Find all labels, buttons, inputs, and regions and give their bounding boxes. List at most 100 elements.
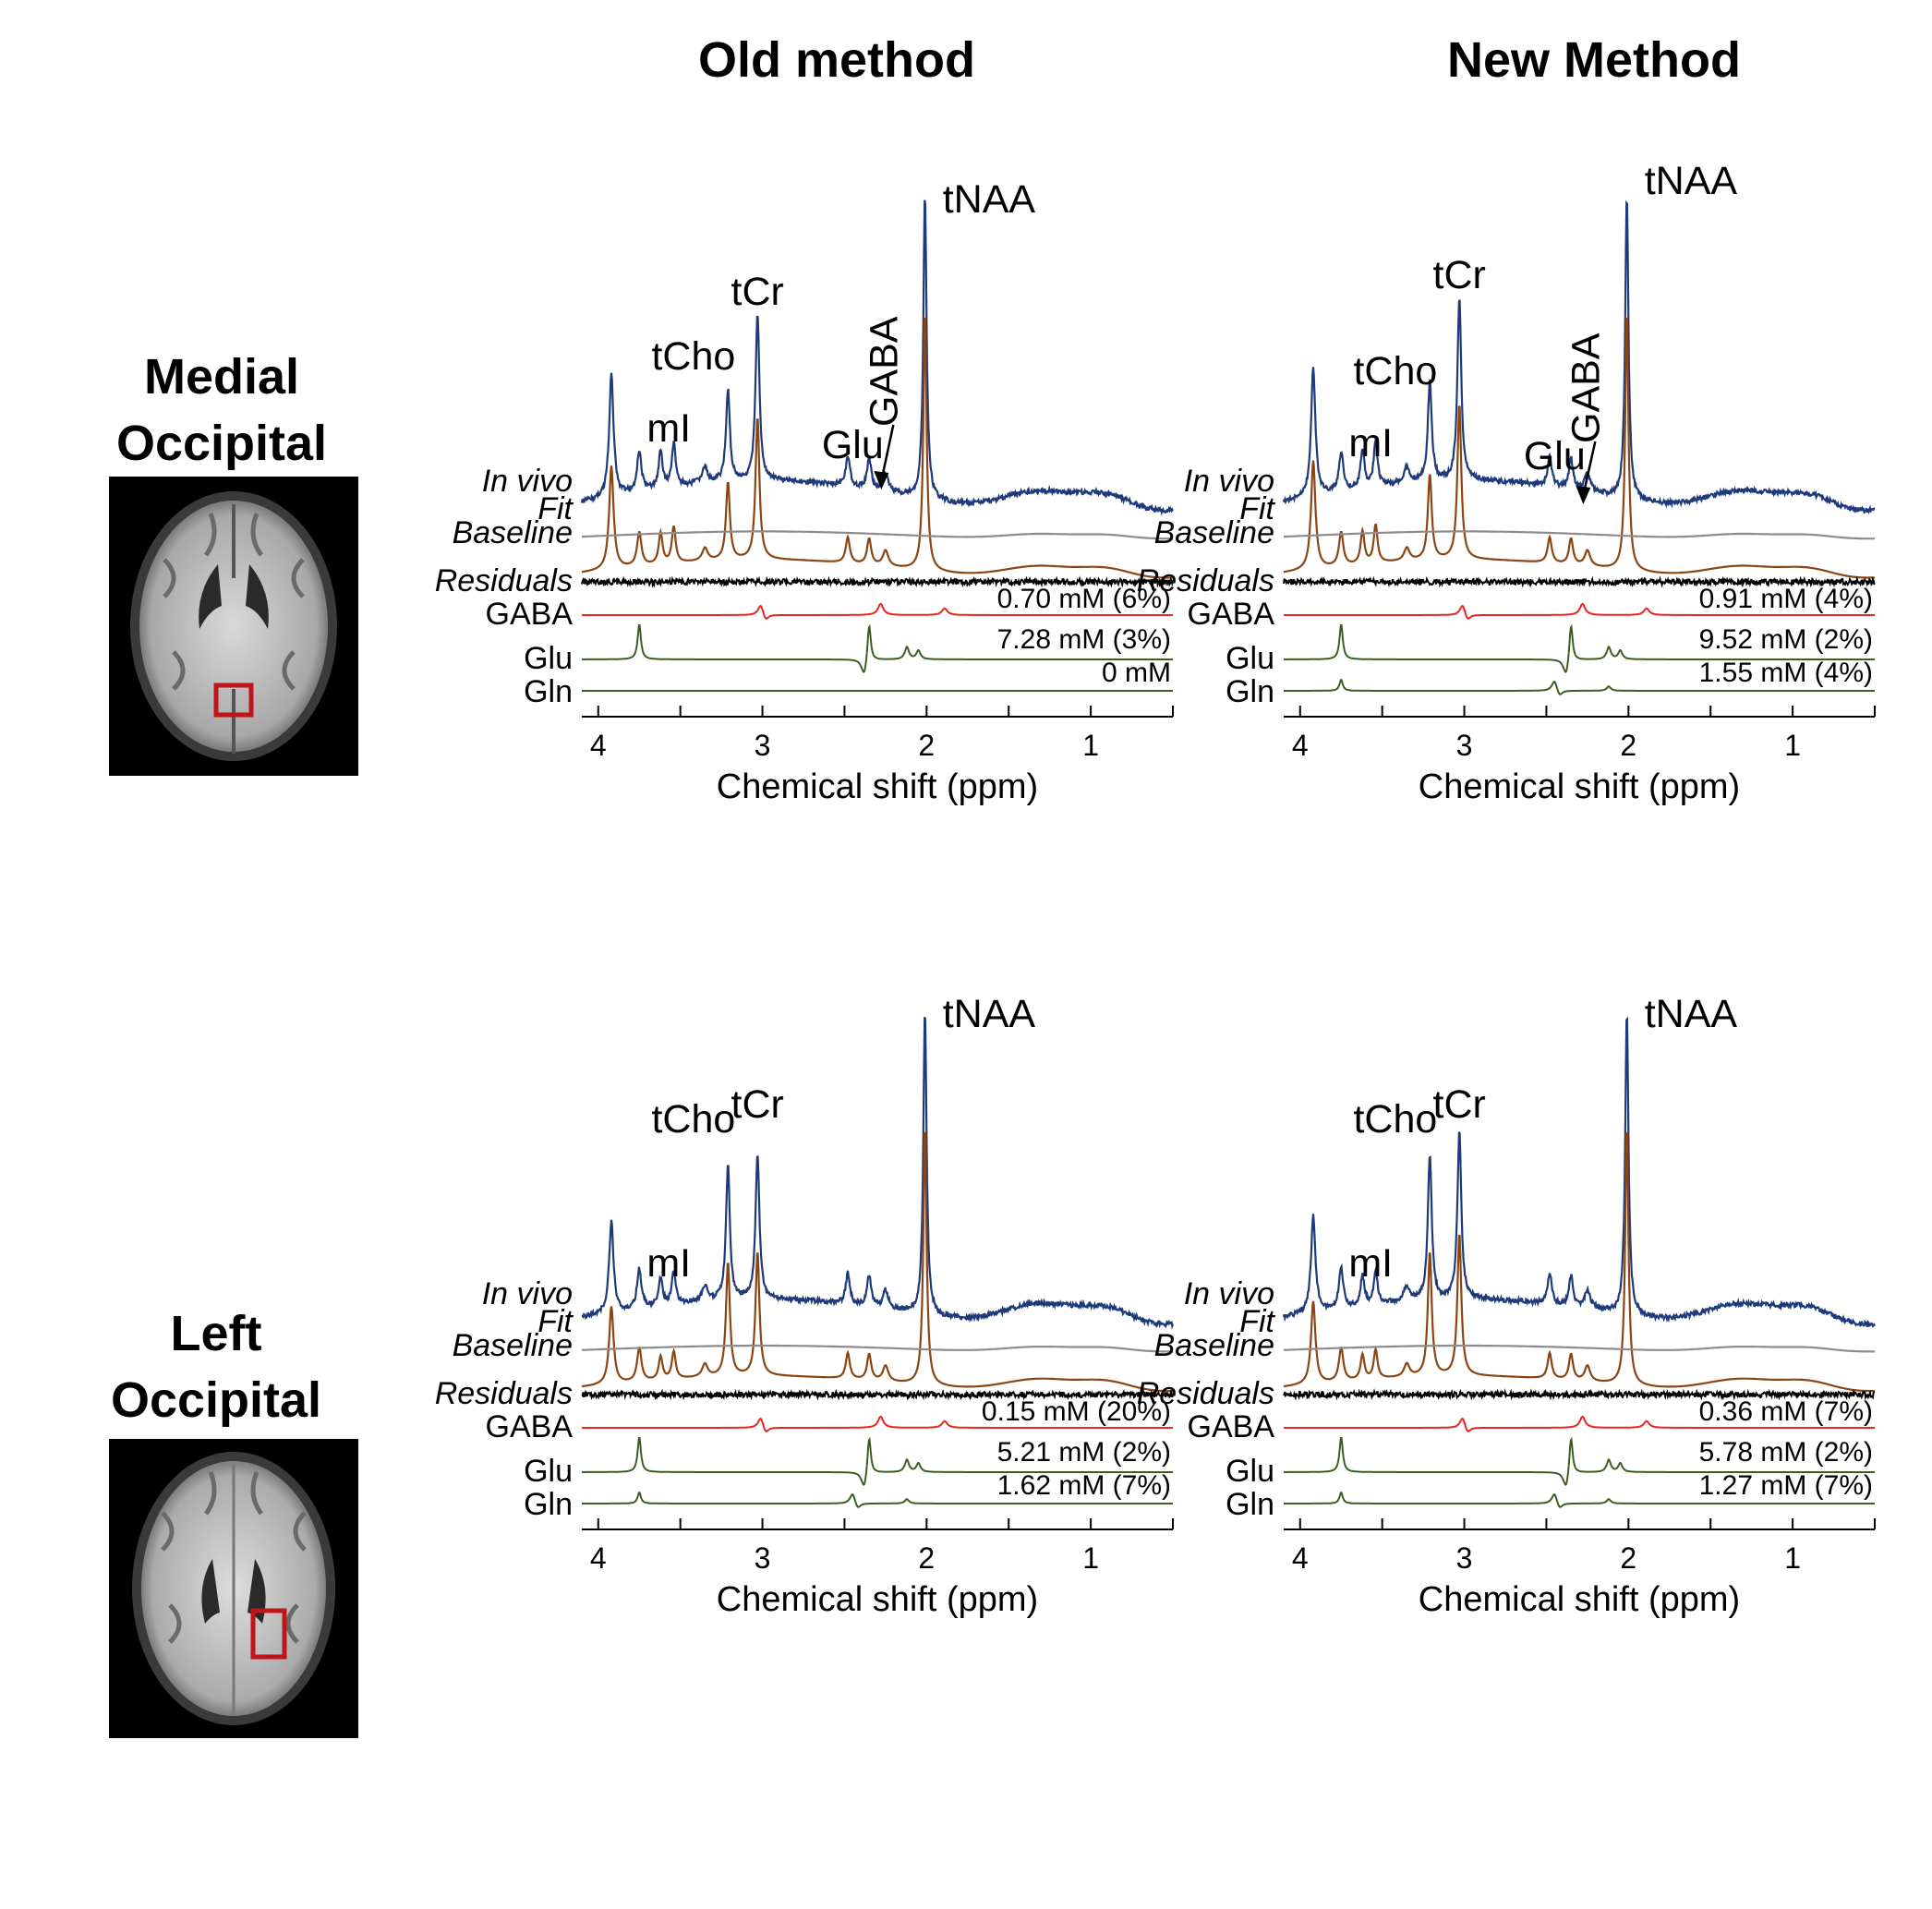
- peak-label-mi: mI: [646, 1241, 691, 1286]
- residuals-trace: [1283, 1388, 1876, 1401]
- region-left-line1: Left: [170, 1306, 262, 1361]
- spectrum-panel-medial-new: In vivoFitBaselineResidualsGABAGluGln0.9…: [1137, 159, 1876, 806]
- row-label-fit: Fit: [1239, 491, 1275, 526]
- concentration-glu: 5.21 mM (2%): [997, 1437, 1171, 1468]
- fit-trace: [1283, 317, 1876, 579]
- region-medial-line1: Medial: [143, 349, 300, 405]
- gaba-arrow-line: [1583, 441, 1597, 492]
- row-label-gln: Gln: [524, 674, 573, 709]
- peak-label-glu: Glu: [1524, 434, 1586, 478]
- concentration-gaba: 0.91 mM (4%): [1699, 584, 1873, 614]
- x-tick-label: 2: [918, 729, 935, 762]
- x-tick-label: 3: [755, 729, 771, 762]
- x-tick-label: 4: [1292, 729, 1309, 762]
- region-left-line2: Occipital: [110, 1372, 322, 1428]
- row-label-residuals: Residuals: [1137, 563, 1274, 598]
- glu-trace: [582, 1436, 1173, 1486]
- row-label-invivo: In vivo: [482, 1276, 573, 1311]
- row-label-gaba: GABA: [1188, 1409, 1275, 1444]
- peak-label-tcr: tCr: [1433, 1082, 1486, 1127]
- gaba-arrow-line: [881, 424, 895, 477]
- x-tick-label: 4: [1292, 1541, 1309, 1575]
- gaba-arrow-head: [1576, 486, 1591, 504]
- row-label-residuals: Residuals: [435, 1376, 573, 1411]
- invivo-trace: [1282, 1016, 1876, 1328]
- peak-label-mi: mI: [1348, 1241, 1393, 1286]
- x-tick-label: 2: [1620, 1541, 1636, 1575]
- row-label-residuals: Residuals: [1137, 1376, 1274, 1411]
- x-axis-label: Chemical shift (ppm): [1419, 767, 1740, 806]
- row-label-residuals: Residuals: [435, 563, 573, 598]
- concentration-gaba: 0.70 mM (6%): [997, 584, 1171, 614]
- x-tick-label: 1: [1784, 729, 1801, 762]
- concentration-glu: 7.28 mM (3%): [997, 624, 1171, 655]
- concentration-glu: 9.52 mM (2%): [1699, 624, 1873, 655]
- peak-label-tnaa: tNAA: [1645, 159, 1738, 203]
- row-label-gaba: GABA: [486, 1409, 574, 1444]
- row-label-invivo: In vivo: [1184, 464, 1274, 499]
- row-label-glu: Glu: [1226, 641, 1274, 676]
- concentration-gln: 1.27 mM (7%): [1699, 1470, 1873, 1501]
- row-label-fit: Fit: [1239, 1304, 1275, 1339]
- brain-mri-medial: [109, 477, 358, 776]
- roi-box-left: [250, 1608, 287, 1660]
- invivo-trace: [581, 1017, 1175, 1330]
- concentration-gln: 1.55 mM (4%): [1699, 658, 1873, 688]
- gln-trace: [1284, 1492, 1875, 1508]
- row-label-gaba: GABA: [1188, 597, 1275, 632]
- x-tick-label: 4: [590, 1541, 607, 1575]
- concentration-gaba: 0.36 mM (7%): [1699, 1396, 1873, 1427]
- fit-trace: [581, 1131, 1173, 1393]
- peak-label-tcr: tCr: [1433, 253, 1486, 297]
- residuals-trace: [581, 575, 1174, 588]
- concentration-gln: 1.62 mM (7%): [997, 1470, 1171, 1501]
- row-label-gln: Gln: [524, 1487, 573, 1522]
- x-axis-label: Chemical shift (ppm): [717, 767, 1038, 806]
- peak-label-tcho: tCho: [651, 1097, 735, 1142]
- baseline-trace: [1284, 530, 1875, 540]
- x-tick-label: 2: [918, 1541, 935, 1575]
- concentration-gaba: 0.15 mM (20%): [982, 1396, 1171, 1427]
- row-label-baseline: Baseline: [453, 515, 573, 550]
- x-axis-label: Chemical shift (ppm): [717, 1580, 1038, 1619]
- row-label-baseline: Baseline: [1154, 515, 1274, 550]
- gaba-trace: [582, 602, 1173, 620]
- peak-label-tnaa: tNAA: [1645, 992, 1738, 1036]
- x-tick-label: 3: [755, 1541, 771, 1575]
- invivo-trace: [580, 199, 1174, 516]
- peak-label-glu: Glu: [822, 423, 884, 467]
- x-tick-label: 1: [1082, 729, 1099, 762]
- gaba-arrow-head: [874, 471, 889, 489]
- region-medial-line2: Occipital: [115, 416, 328, 471]
- peak-label-tnaa: tNAA: [943, 992, 1036, 1036]
- peak-label-gaba: GABA: [1564, 332, 1608, 443]
- glu-trace: [582, 623, 1173, 673]
- gln-trace: [582, 1492, 1173, 1508]
- peak-label-tcr: tCr: [731, 1082, 784, 1127]
- baseline-trace: [1283, 1344, 1875, 1353]
- peak-label-tcho: tCho: [1353, 1097, 1437, 1142]
- row-label-invivo: In vivo: [482, 464, 573, 499]
- baseline-trace: [581, 1344, 1173, 1353]
- row-label-glu: Glu: [1226, 1454, 1274, 1489]
- x-tick-label: 3: [1456, 729, 1473, 762]
- region-label-left: Left Occipital: [59, 1300, 373, 1433]
- title-new-method: New Method: [1447, 32, 1741, 88]
- row-label-fit: Fit: [537, 491, 574, 526]
- gln-trace: [1284, 679, 1875, 695]
- peak-label-tnaa: tNAA: [943, 177, 1036, 222]
- baseline-trace: [582, 530, 1173, 540]
- peak-label-mi: mI: [646, 406, 691, 451]
- peak-label-tcho: tCho: [651, 334, 735, 379]
- x-tick-label: 4: [590, 729, 607, 762]
- concentration-gln: 0 mM: [1102, 658, 1171, 688]
- glu-trace: [1284, 1436, 1875, 1486]
- row-label-gln: Gln: [1226, 674, 1274, 709]
- row-label-glu: Glu: [524, 641, 573, 676]
- row-label-glu: Glu: [524, 1454, 573, 1489]
- region-label-medial: Medial Occipital: [65, 344, 379, 477]
- row-label-baseline: Baseline: [453, 1328, 573, 1363]
- x-tick-label: 1: [1784, 1541, 1801, 1575]
- roi-box-medial: [213, 683, 254, 718]
